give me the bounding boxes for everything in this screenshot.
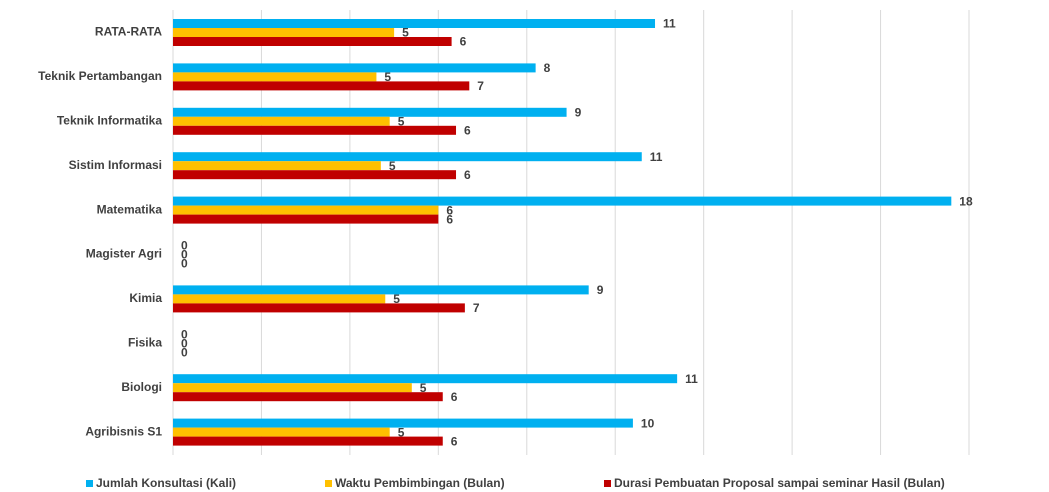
legend-swatch [325,480,332,487]
value-label: 5 [389,159,396,173]
bar [173,72,377,82]
category-label: Teknik Informatika [57,113,162,127]
value-label: 0 [181,239,188,253]
value-label: 5 [402,26,409,40]
value-label: 0 [181,257,188,271]
bar [173,392,443,402]
category-label: Magister Agri [86,247,162,261]
bar [173,374,678,384]
category-label: Biologi [121,380,162,394]
bar [173,116,390,126]
bar [173,19,656,28]
value-label: 5 [420,381,427,395]
legend-label: Jumlah Konsultasi (Kali) [96,476,236,490]
bar [173,303,465,313]
value-label: 0 [181,336,188,350]
bar [173,125,457,135]
value-label: 11 [685,372,698,386]
value-label: 18 [959,194,973,208]
value-label: 9 [575,105,582,119]
value-label: 5 [393,292,400,306]
bar [173,214,439,224]
bar [173,63,536,73]
value-label: 6 [464,123,471,137]
bar [173,28,395,37]
value-label: 6 [451,434,458,448]
category-label: RATA-RATA [95,25,162,39]
legend-swatch [604,480,611,487]
value-label: 7 [473,301,480,315]
bar [173,107,567,117]
category-label: Agribisnis S1 [85,424,162,438]
bar [173,383,412,393]
value-label: 6 [460,35,467,49]
value-label: 6 [451,390,458,404]
bar [173,294,386,304]
value-label: 10 [641,416,655,430]
bar [173,170,457,180]
bar [173,436,443,446]
category-label: Kimia [129,291,162,305]
bar [173,427,390,437]
value-label: 6 [464,168,471,182]
bar [173,81,470,91]
value-label: 5 [398,425,405,439]
bar [173,152,642,162]
bar [173,418,633,428]
value-label: 0 [181,248,188,262]
value-label: 11 [650,150,663,164]
value-label: 5 [384,70,391,84]
bar [173,161,381,171]
value-label: 5 [398,114,405,128]
legend-label: Durasi Pembuatan Proposal sampai seminar… [614,476,945,490]
value-label: 9 [597,283,604,297]
category-label: Fisika [128,335,162,349]
bar [173,205,439,215]
value-label: 0 [181,327,188,341]
value-label: 8 [544,61,551,75]
bar [173,196,952,206]
legend-label: Waktu Pembimbingan (Bulan) [335,476,505,490]
category-label: Matematika [97,202,163,216]
legend-swatch [86,480,93,487]
value-label: 7 [477,79,484,93]
bar [173,37,452,46]
value-label: 0 [181,345,188,359]
bar [173,285,589,295]
value-label: 6 [446,203,453,217]
category-label: Teknik Pertambangan [38,69,162,83]
value-label: 11 [663,17,676,31]
value-label: 6 [446,212,453,226]
category-label: Sistim Informasi [69,158,162,172]
